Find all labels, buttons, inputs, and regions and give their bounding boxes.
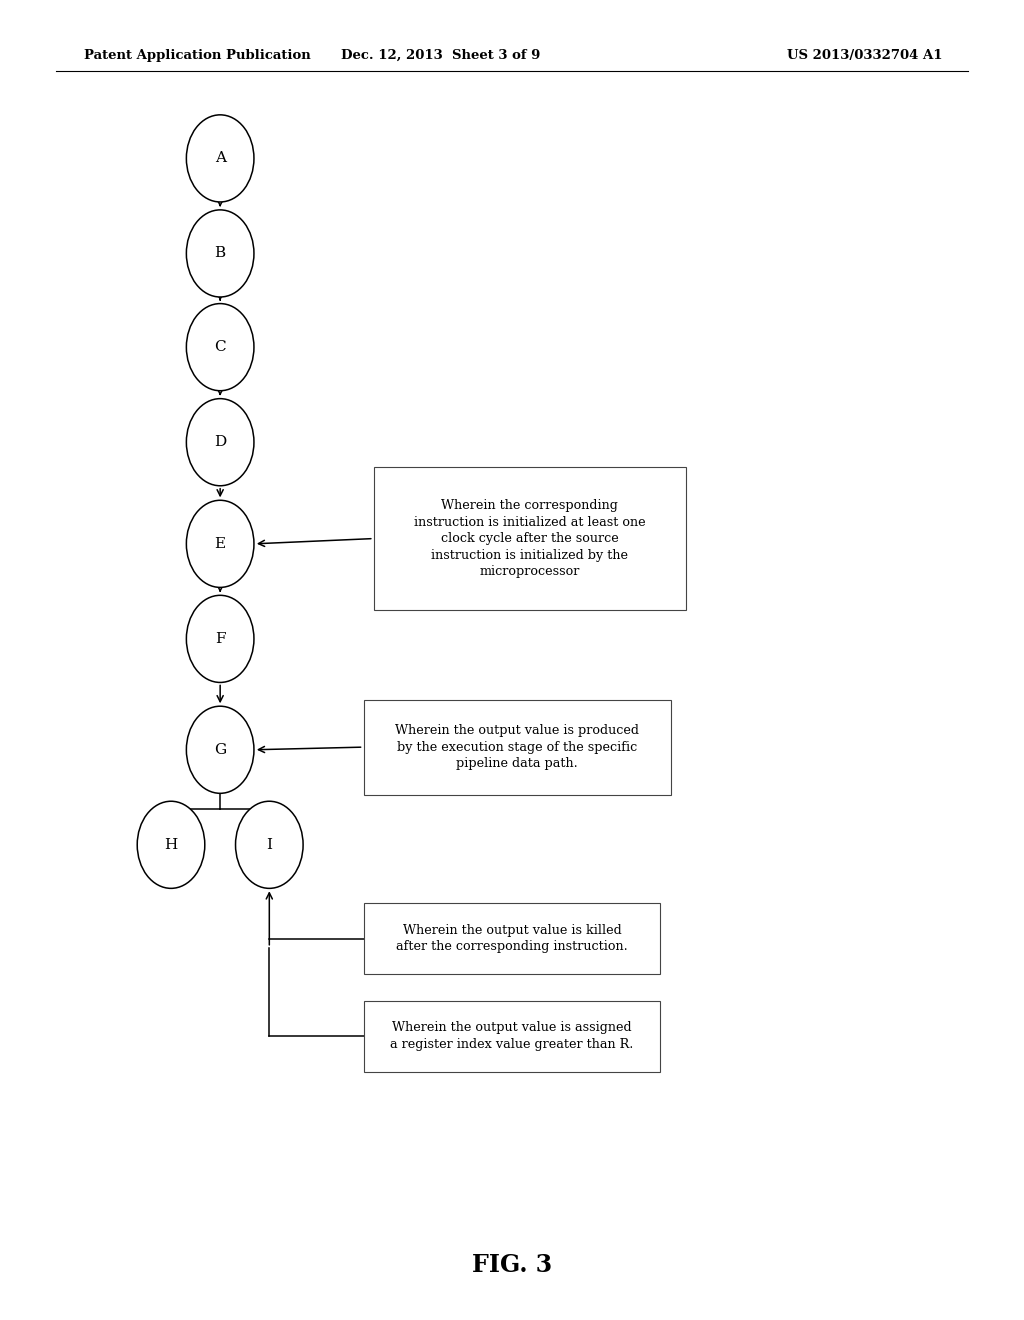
- Circle shape: [186, 399, 254, 486]
- Text: A: A: [215, 152, 225, 165]
- Circle shape: [186, 706, 254, 793]
- Text: I: I: [266, 838, 272, 851]
- Circle shape: [186, 115, 254, 202]
- Circle shape: [236, 801, 303, 888]
- Text: F: F: [215, 632, 225, 645]
- Text: Wherein the output value is killed
after the corresponding instruction.: Wherein the output value is killed after…: [396, 924, 628, 953]
- Text: Patent Application Publication: Patent Application Publication: [84, 49, 310, 62]
- Text: Wherein the output value is produced
by the execution stage of the specific
pipe: Wherein the output value is produced by …: [395, 725, 639, 770]
- Text: FIG. 3: FIG. 3: [472, 1253, 552, 1276]
- Text: US 2013/0332704 A1: US 2013/0332704 A1: [786, 49, 942, 62]
- Text: G: G: [214, 743, 226, 756]
- Text: B: B: [215, 247, 225, 260]
- FancyBboxPatch shape: [374, 467, 686, 610]
- FancyBboxPatch shape: [364, 1001, 660, 1072]
- Text: Dec. 12, 2013  Sheet 3 of 9: Dec. 12, 2013 Sheet 3 of 9: [341, 49, 540, 62]
- Text: E: E: [215, 537, 225, 550]
- Text: H: H: [165, 838, 177, 851]
- Circle shape: [186, 595, 254, 682]
- Circle shape: [186, 210, 254, 297]
- Text: Wherein the corresponding
instruction is initialized at least one
clock cycle af: Wherein the corresponding instruction is…: [414, 499, 646, 578]
- Circle shape: [186, 500, 254, 587]
- Circle shape: [186, 304, 254, 391]
- Circle shape: [137, 801, 205, 888]
- FancyBboxPatch shape: [364, 700, 671, 795]
- FancyBboxPatch shape: [364, 903, 660, 974]
- Text: Wherein the output value is assigned
a register index value greater than R.: Wherein the output value is assigned a r…: [390, 1022, 634, 1051]
- Text: D: D: [214, 436, 226, 449]
- Text: C: C: [214, 341, 226, 354]
